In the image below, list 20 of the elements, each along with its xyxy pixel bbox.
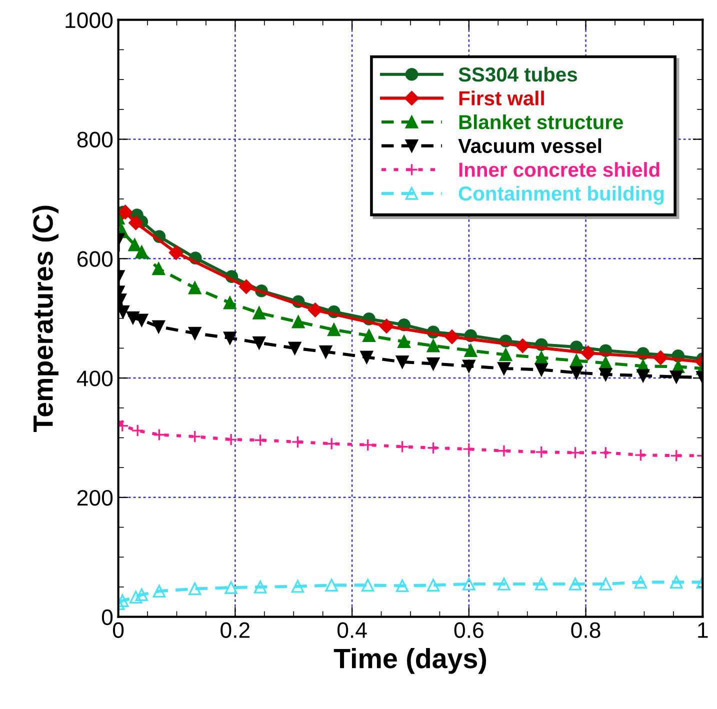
y-tick-label: 400 — [76, 370, 113, 386]
legend-label: First wall — [459, 90, 544, 106]
y-axis-title: Temperatures (C) — [32, 206, 58, 432]
legend-label: Containment building — [458, 186, 664, 205]
legend-label: Inner concrete shield — [459, 162, 660, 177]
x-tick-label: 0.2 — [220, 622, 250, 638]
y-tick-label: 800 — [77, 132, 113, 148]
legend-label: Blanket structure — [459, 114, 623, 130]
y-tick-label: 1000 — [66, 12, 113, 28]
legend-label: SS304 tubes — [458, 66, 577, 82]
y-tick-label: 200 — [77, 490, 113, 506]
x-tick-label: 1 — [698, 622, 708, 638]
x-tick-label: 0.4 — [337, 622, 367, 638]
y-tick-label: 600 — [78, 251, 113, 267]
legend-label: Vacuum vessel — [458, 138, 602, 154]
y-tick-label: 0 — [102, 609, 113, 626]
x-tick-label: 0 — [112, 622, 124, 638]
x-tick-label: 0.8 — [571, 622, 600, 638]
x-axis-title: Time (days) — [334, 648, 486, 674]
x-tick-label: 0.6 — [454, 622, 484, 638]
